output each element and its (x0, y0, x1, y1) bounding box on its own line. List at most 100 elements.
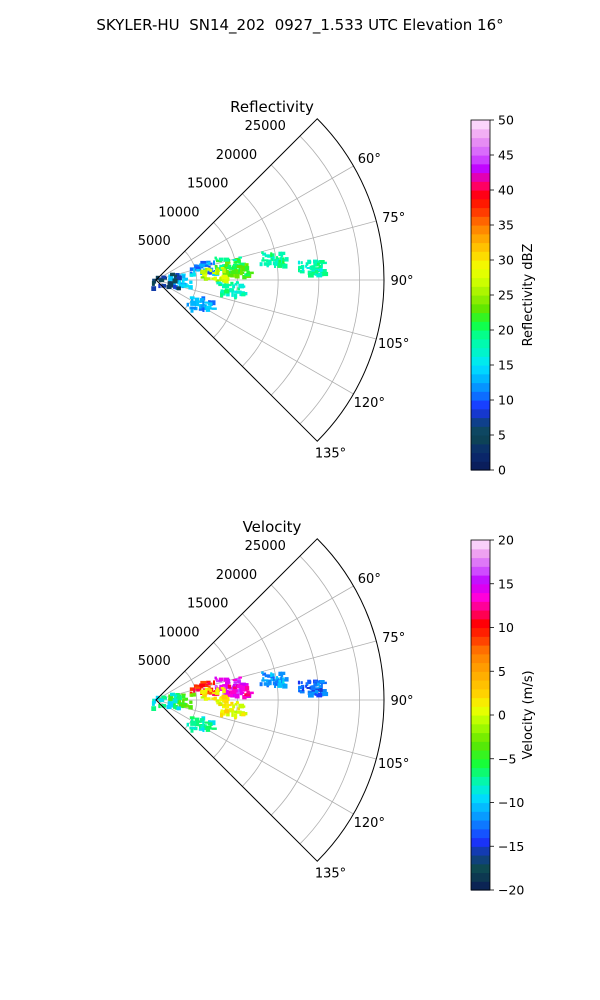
r-tick-label: 10000 (158, 205, 199, 220)
echo-pixel (266, 679, 269, 683)
echo-pixel (278, 680, 282, 683)
echo-pixel (181, 275, 186, 279)
colorbar-segment (471, 776, 490, 786)
echo-pixel (160, 698, 163, 702)
echo-pixel (200, 298, 205, 303)
echo-pixel (262, 677, 265, 681)
echo-pixel (151, 281, 155, 286)
echo-pixel (176, 275, 182, 281)
echo-pixel (307, 270, 313, 275)
echo-pixel (206, 267, 211, 271)
echo-pixel (160, 278, 163, 282)
echo-pixel (233, 681, 238, 684)
echo-pixel (176, 706, 181, 711)
echo-cluster (216, 281, 248, 300)
echo-pixel (310, 686, 316, 691)
echo-pixel (168, 274, 174, 280)
echo-pixel (220, 289, 224, 292)
theta-tick-label: 135° (315, 867, 346, 882)
echo-pixel (263, 262, 270, 266)
echo-pixel (241, 685, 245, 691)
colorbar-segment (471, 426, 490, 436)
echo-pixel (190, 694, 196, 697)
echo-pixel (233, 261, 238, 264)
echo-pixel (222, 709, 226, 713)
reflectivity-title: Reflectivity (230, 98, 314, 116)
echo-cluster (151, 272, 182, 291)
angular-gridline (155, 165, 354, 281)
echo-pixel (298, 265, 303, 269)
echo-pixel (194, 297, 200, 303)
colorbar-segment (471, 321, 490, 331)
echo-pixel (314, 273, 317, 276)
echo-pixel (177, 282, 184, 285)
colorbar-segment (471, 820, 490, 830)
angular-gridline (155, 279, 377, 340)
colorbar-segment (471, 828, 490, 839)
echo-pixel (222, 268, 226, 274)
colorbar-segment (471, 181, 490, 191)
echo-pixel (227, 693, 234, 697)
colorbar-tick-label: 20 (498, 533, 514, 548)
echo-pixel (200, 696, 205, 699)
r-tick-label: 10000 (158, 625, 199, 640)
echo-pixel (195, 686, 201, 691)
echo-pixel (223, 703, 226, 707)
colorbar-segment (471, 295, 490, 305)
echo-pixel (205, 687, 208, 693)
echo-pixel (232, 679, 238, 681)
reflectivity-colorbar: 0 5 10 15 20 25 30 35 40 45 50 Reflectivity dBZ (470, 113, 536, 478)
echo-pixel (198, 308, 203, 311)
echo-pixel (316, 264, 319, 267)
echo-pixel (280, 256, 283, 261)
theta-tick-label: 120° (354, 396, 385, 411)
echo-pixel (203, 306, 207, 310)
echo-pixel (262, 257, 265, 261)
echo-pixel (189, 267, 195, 271)
echo-pixel (172, 698, 178, 704)
echo-pixel (221, 274, 228, 280)
echo-pixel (190, 726, 196, 730)
echo-pixel (234, 710, 240, 714)
echo-pixel (297, 680, 300, 685)
theta-tick-label: 105° (378, 757, 409, 772)
echo-pixel (321, 269, 327, 274)
echo-pixel (241, 271, 245, 274)
echo-pixel (206, 725, 212, 728)
echo-pixel (284, 257, 289, 262)
echo-pixel (246, 270, 250, 274)
echo-pixel (181, 693, 186, 696)
echo-pixel (236, 710, 242, 714)
colorbar-segment (471, 688, 490, 699)
colorbar-segment (471, 758, 490, 769)
r-tick-label: 20000 (216, 148, 257, 163)
echo-pixel (233, 713, 238, 719)
colorbar-segment (471, 198, 490, 209)
echo-pixel (168, 694, 174, 700)
echo-pixel (278, 260, 282, 263)
colorbar-tick-label: 25 (498, 288, 514, 303)
echo-pixel (262, 252, 267, 256)
echo-pixel (313, 683, 317, 687)
echo-pixel (212, 692, 217, 694)
echo-pixel (282, 683, 288, 689)
colorbar-segment (471, 863, 490, 874)
echo-pixel (212, 272, 217, 274)
echo-pixel (204, 301, 209, 304)
colorbar-segment (471, 548, 490, 559)
echo-pixel (313, 263, 317, 267)
echo-pixel (194, 717, 200, 723)
colorbar-tick-label: 15 (498, 576, 514, 591)
echo-pixel (192, 692, 196, 696)
colorbar-segment (471, 627, 490, 637)
colorbar-segment (471, 881, 490, 891)
echo-pixel (206, 271, 212, 275)
echo-pixel (189, 700, 193, 704)
echo-pixel (270, 672, 273, 677)
colorbar-segment (471, 706, 490, 716)
echo-pixel (200, 269, 206, 275)
colorbar-segment (471, 330, 490, 340)
echo-pixel (154, 278, 157, 284)
echo-pixel (307, 690, 313, 695)
echo-pixel (220, 709, 224, 712)
